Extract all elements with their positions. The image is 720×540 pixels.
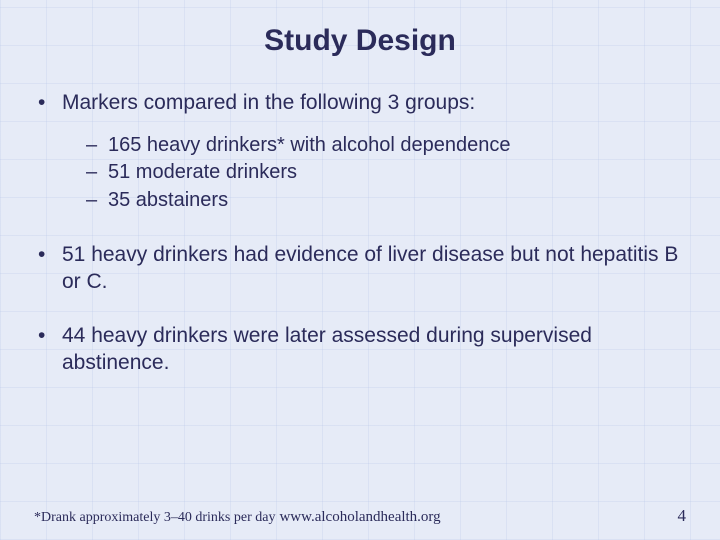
sub-bullet-list: 165 heavy drinkers* with alcohol depende…	[62, 133, 688, 214]
footnote-text: *Drank approximately 3–40 drinks per day	[34, 510, 275, 526]
page-number: 4	[678, 506, 687, 526]
bullet-2: 51 heavy drinkers had evidence of liver …	[38, 242, 688, 296]
bullet-1: Markers compared in the following 3 grou…	[38, 90, 688, 214]
website-text: www.alcoholandhealth.org	[275, 509, 677, 526]
sub-bullet-2: 51 moderate drinkers	[86, 160, 688, 186]
slide-body: Markers compared in the following 3 grou…	[32, 90, 688, 377]
slide-title: Study Design	[32, 24, 688, 58]
sub-bullet-3: 35 abstainers	[86, 188, 688, 214]
bullet-1-text: Markers compared in the following 3 grou…	[62, 91, 475, 114]
sub-bullet-1: 165 heavy drinkers* with alcohol depende…	[86, 133, 688, 159]
slide-footer: *Drank approximately 3–40 drinks per day…	[0, 506, 720, 526]
bullet-3: 44 heavy drinkers were later assessed du…	[38, 323, 688, 377]
slide-container: Study Design Markers compared in the fol…	[0, 0, 720, 540]
bullet-list: Markers compared in the following 3 grou…	[32, 90, 688, 377]
